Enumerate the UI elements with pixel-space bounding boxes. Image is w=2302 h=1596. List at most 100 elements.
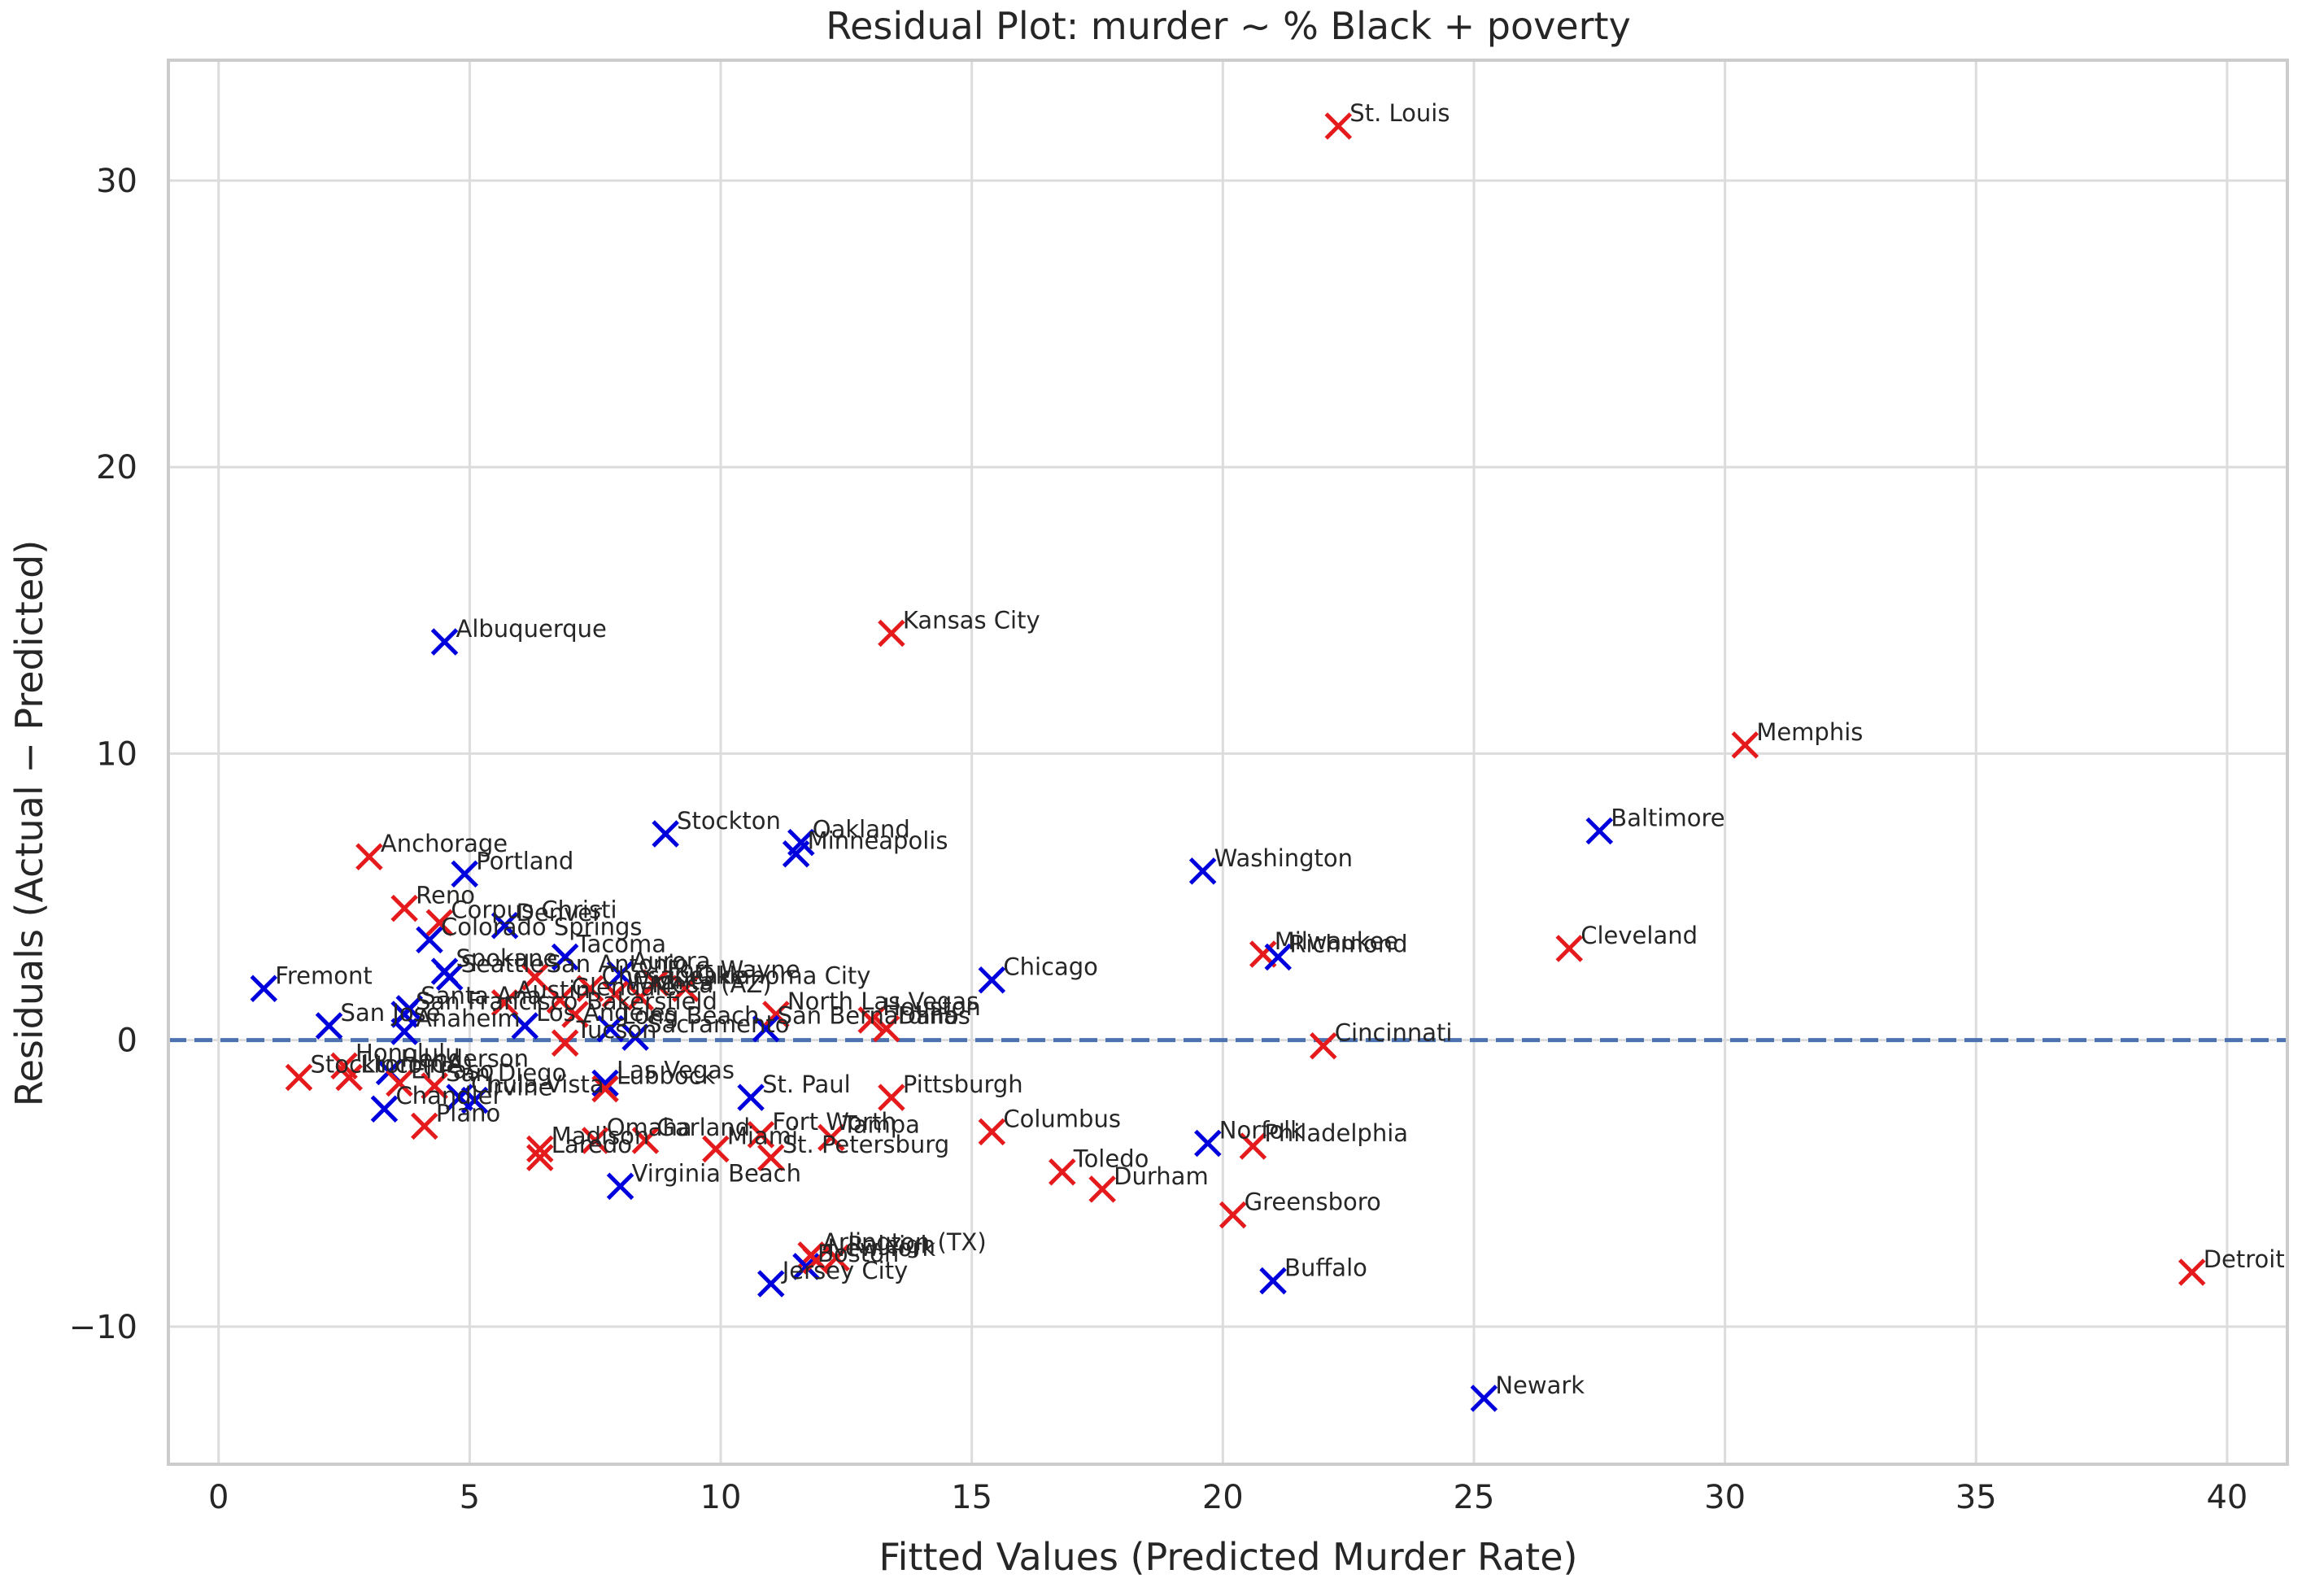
x-tick-label: 15 xyxy=(951,1479,992,1516)
point-label: Bakersfield xyxy=(586,988,717,1015)
point-label: San Bernardino xyxy=(778,1002,959,1030)
point-label: Jersey City xyxy=(781,1257,909,1284)
point-labels-layer: St. Louis Kansas City Albuquerque Memphis Ba… xyxy=(275,99,2284,1399)
point-label: Lincoln xyxy=(360,1050,444,1078)
point-marker xyxy=(511,1012,539,1040)
x-tick-label: 40 xyxy=(2206,1479,2248,1516)
point-label: Reno xyxy=(416,882,475,909)
point-label: Toledo xyxy=(1073,1145,1149,1173)
point-label: Stockton (CA) xyxy=(310,1050,473,1078)
point-marker xyxy=(1188,857,1217,885)
point-marker xyxy=(631,1127,660,1154)
x-tick-label: 0 xyxy=(208,1479,229,1516)
point-marker xyxy=(606,1172,634,1201)
point-label: Mesa (AZ) xyxy=(652,970,771,998)
point-label: Greensboro xyxy=(1245,1188,1381,1216)
y-tick-label: 0 xyxy=(117,1023,137,1060)
point-label: Albuquerque xyxy=(456,615,607,643)
point-label: Baltimore xyxy=(1611,805,1724,832)
point-marker xyxy=(1310,1031,1337,1060)
point-marker xyxy=(752,1014,780,1043)
point-marker xyxy=(390,894,418,922)
point-label: Los Angeles xyxy=(536,999,677,1027)
point-label: Minneapolis xyxy=(808,827,948,855)
point-label: Tacoma xyxy=(576,931,666,958)
point-marker xyxy=(591,1075,619,1103)
point-marker xyxy=(878,1084,905,1111)
point-label: Madison xyxy=(552,1123,650,1150)
point-marker xyxy=(460,1086,489,1114)
point-marker xyxy=(490,912,519,940)
point-label: Virginia Beach xyxy=(632,1159,801,1187)
point-marker xyxy=(1049,1158,1076,1186)
y-tick-label: 20 xyxy=(96,449,137,486)
y-tick-label: −10 xyxy=(69,1309,137,1346)
point-label: Fort Worth xyxy=(772,1108,896,1136)
point-marker xyxy=(551,943,579,971)
point-marker xyxy=(878,619,905,648)
point-marker xyxy=(1470,1385,1498,1412)
point-label: Houston xyxy=(883,993,981,1021)
point-label: Memphis xyxy=(1756,718,1863,746)
point-label: Fremont xyxy=(275,962,372,989)
point-marker xyxy=(430,628,459,656)
point-marker xyxy=(416,926,443,954)
point-label: Portland xyxy=(476,847,573,874)
point-label: Cincinnati xyxy=(1335,1019,1453,1047)
point-marker xyxy=(1088,1175,1116,1203)
point-marker xyxy=(490,989,519,1017)
point-marker xyxy=(561,1001,589,1028)
point-marker xyxy=(756,1144,785,1171)
point-label: Aurora xyxy=(632,948,711,975)
point-marker xyxy=(747,1121,775,1149)
point-label: San Jose xyxy=(341,999,441,1027)
point-marker xyxy=(370,1095,399,1123)
point-label: Sacramento xyxy=(647,1010,789,1038)
point-marker xyxy=(606,960,634,988)
point-label: North Las Vegas xyxy=(787,988,979,1015)
point-marker xyxy=(521,963,549,991)
point-marker xyxy=(1194,1129,1222,1158)
point-label: St. Louis xyxy=(1349,99,1450,127)
point-label: Pittsburgh xyxy=(903,1071,1023,1098)
point-label: Washington xyxy=(1214,844,1353,872)
point-label: St. Petersburg xyxy=(783,1131,949,1158)
x-tick-label: 5 xyxy=(460,1479,480,1516)
point-label: Boston xyxy=(817,1240,899,1267)
point-label: San Francisco xyxy=(416,988,578,1015)
point-marker xyxy=(621,1023,649,1051)
point-marker xyxy=(1239,1132,1267,1160)
y-tick-label: 10 xyxy=(96,735,137,773)
point-label: Corpus Christi xyxy=(451,896,617,923)
point-marker xyxy=(386,1069,413,1097)
point-marker xyxy=(802,1247,831,1275)
chart-title: Residual Plot: murder ~ % Black + povert… xyxy=(826,4,1631,48)
point-label: Durham xyxy=(1114,1162,1209,1190)
point-label: Oakland xyxy=(813,816,910,844)
point-marker xyxy=(335,1063,363,1092)
point-label: Kansas City xyxy=(903,606,1040,634)
point-marker xyxy=(250,975,278,1003)
point-label: Lubbock xyxy=(617,1062,716,1090)
point-marker xyxy=(1324,112,1353,140)
point-marker xyxy=(601,980,630,1009)
point-label: Spokane xyxy=(456,944,558,972)
x-tick-label: 30 xyxy=(1704,1479,1746,1516)
point-marker xyxy=(756,1270,785,1297)
point-marker xyxy=(526,1135,554,1163)
point-marker xyxy=(285,1063,313,1092)
point-marker xyxy=(762,1001,790,1028)
x-tick-label: 20 xyxy=(1202,1479,1244,1516)
point-marker xyxy=(652,820,679,848)
point-marker xyxy=(1264,943,1292,971)
point-label: Chesapeake xyxy=(602,962,746,989)
point-label: Norfolk xyxy=(1219,1116,1304,1144)
point-label: El Paso xyxy=(411,1057,494,1084)
point-label: Richmond xyxy=(1289,931,1407,958)
point-label: Anchorage xyxy=(381,830,508,857)
point-marker xyxy=(626,983,655,1011)
point-label: Miami xyxy=(727,1123,798,1150)
tick-labels: 0 5 10 15 20 25 30 35 40 −10 0 10 20 30 xyxy=(69,163,2248,1516)
x-axis-label: Fitted Values (Predicted Murder Rate) xyxy=(879,1535,1578,1579)
point-label: Laredo xyxy=(552,1131,632,1158)
